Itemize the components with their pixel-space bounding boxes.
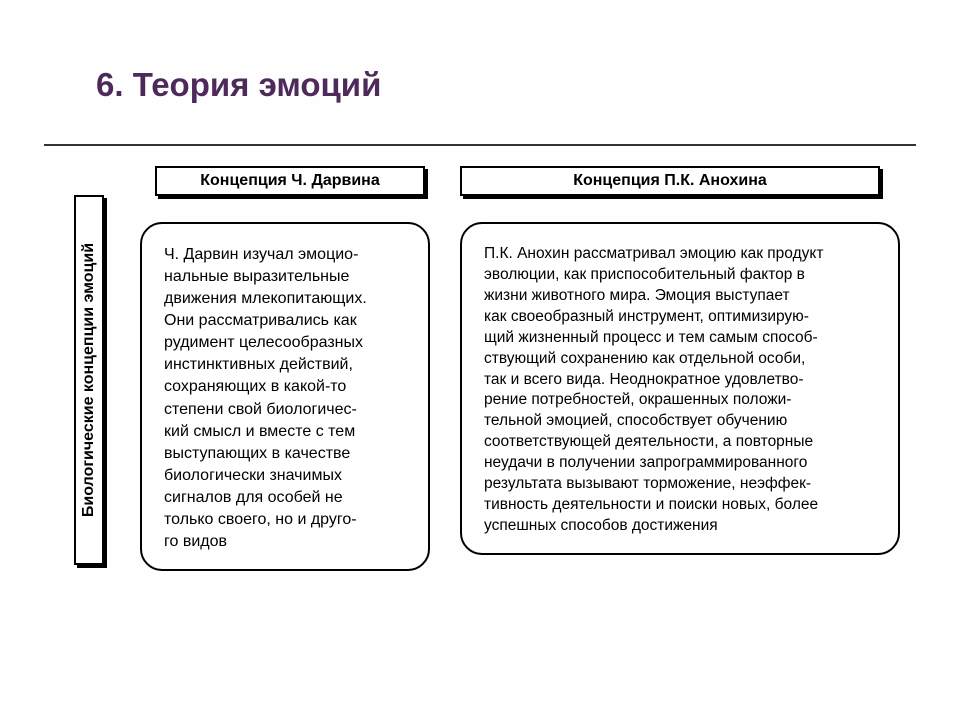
- slide-title: 6. Теория эмоций: [96, 66, 381, 103]
- concept-header-anokhin: Концепция П.К. Анохина: [460, 166, 880, 196]
- concept-body-anokhin: П.К. Анохин рассматривал эмоцию как прод…: [484, 244, 880, 537]
- concept-body-darwin: Ч. Дарвин изучал эмоцио-нальные выразите…: [164, 244, 410, 553]
- concept-header-darwin: Концепция Ч. Дарвина: [155, 166, 425, 196]
- title-area: 6. Теория эмоций: [96, 66, 381, 104]
- divider-line: [44, 144, 916, 146]
- side-category-label: Биологические концепции эмоций: [80, 243, 98, 517]
- concept-card-darwin: Ч. Дарвин изучал эмоцио-нальные выразите…: [140, 222, 430, 571]
- slide: 6. Теория эмоций Биологические концепции…: [0, 0, 960, 720]
- concept-header-darwin-label: Концепция Ч. Дарвина: [200, 172, 380, 190]
- side-category-box: Биологические концепции эмоций: [74, 195, 104, 565]
- concept-card-anokhin: П.К. Анохин рассматривал эмоцию как прод…: [460, 222, 900, 555]
- concept-header-anokhin-label: Концепция П.К. Анохина: [573, 172, 767, 190]
